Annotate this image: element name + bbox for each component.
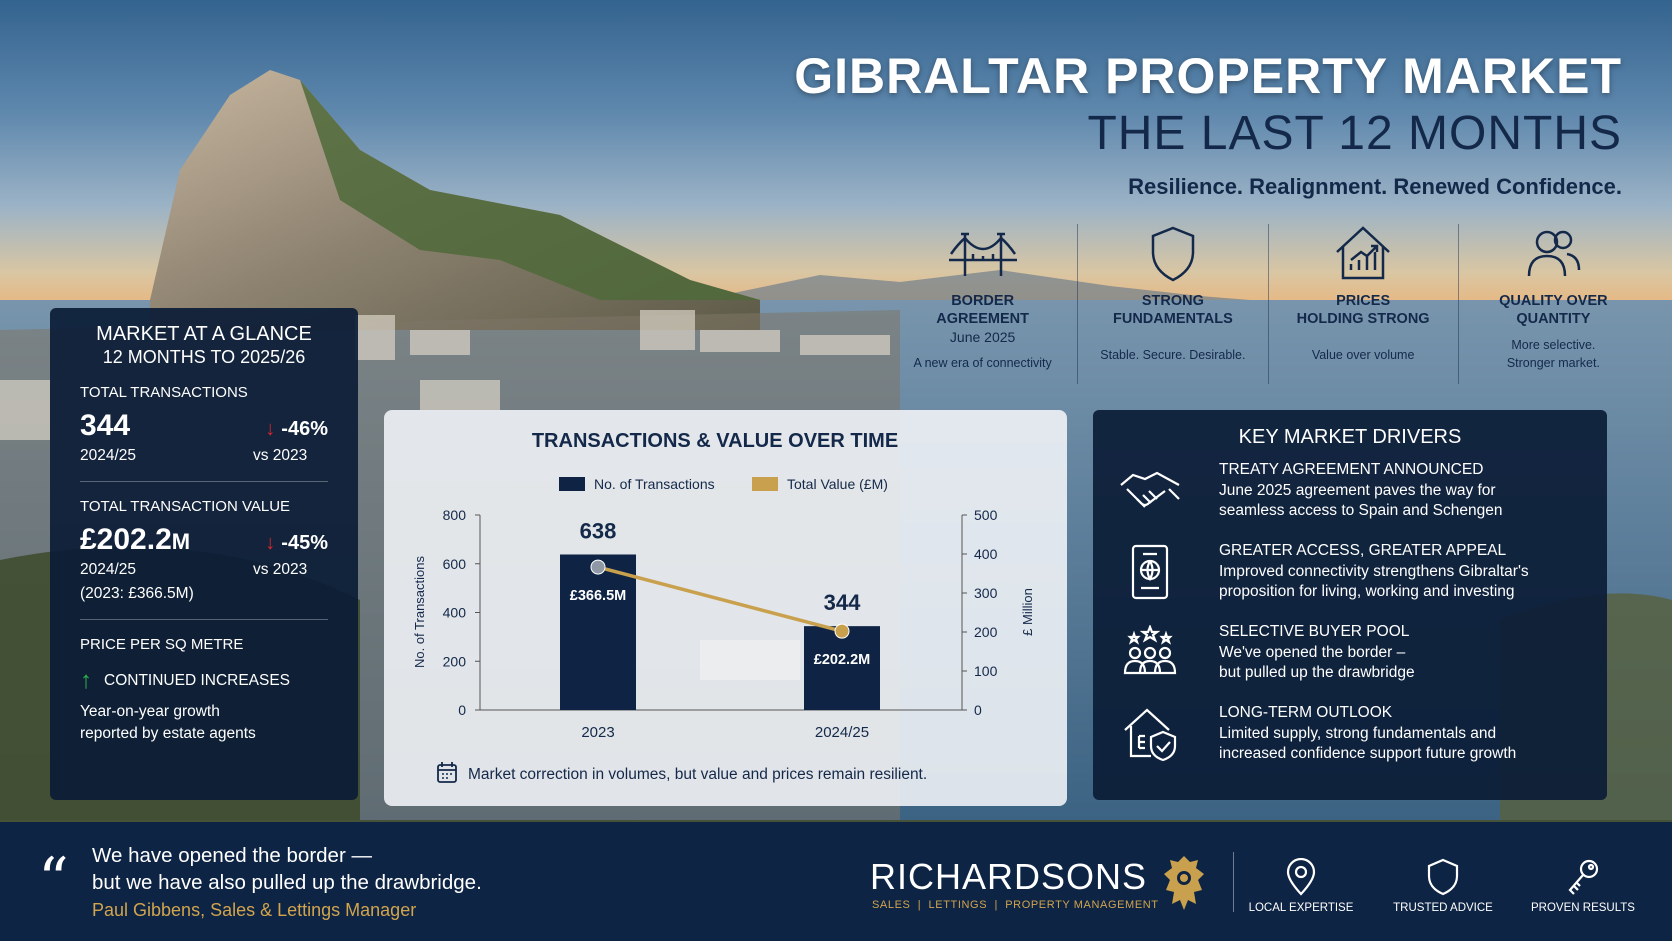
transactions-value-chart: TRANSACTIONS & VALUE OVER TIME No. of Tra… <box>412 430 1035 783</box>
value-point <box>834 623 850 639</box>
handshake-icon <box>1120 471 1180 508</box>
driver-heading: TREATY AGREEMENT ANNOUNCED <box>1219 461 1484 478</box>
y-tick-label: 600 <box>443 556 467 572</box>
quote-mark-icon: “ <box>38 845 69 915</box>
y2-tick-label: 500 <box>974 507 998 523</box>
value-label: £366.5M <box>570 588 626 604</box>
bridge-icon <box>948 232 1017 276</box>
feature-proven-results: PROVEN RESULTS <box>1508 858 1658 914</box>
brand-services: SALES | LETTINGS | PROPERTY MANAGEMENT <box>872 899 1159 911</box>
chart-footnote: Market correction in volumes, but value … <box>468 766 927 783</box>
driver-heading: LONG-TERM OUTLOOK <box>1219 704 1393 721</box>
y2-axis-label: £ Million <box>1020 588 1035 636</box>
divider <box>80 619 328 620</box>
transactions-change: ↓ -46% <box>265 418 328 440</box>
value-period: 2024/25 <box>80 561 137 578</box>
transactions-label: TOTAL TRANSACTIONS <box>80 384 248 401</box>
transactions-vs: vs 2023 <box>253 447 308 464</box>
legend-swatch-value <box>752 477 778 491</box>
chart-card: TRANSACTIONS & VALUE OVER TIME No. of Tra… <box>384 410 1067 806</box>
shield-icon <box>1151 226 1195 282</box>
value-amount: £202.2M <box>80 523 191 556</box>
pillar-strong-fundamentals: STRONG FUNDAMENTALS Stable. Secure. Desi… <box>1077 224 1267 384</box>
bar-label: 344 <box>824 590 861 615</box>
feature-trusted-advice: TRUSTED ADVICE <box>1368 858 1518 914</box>
value-row: £202.2M ↓ -45% <box>80 523 328 557</box>
y2-tick-label: 100 <box>974 663 998 679</box>
bar-label: 638 <box>580 518 617 543</box>
transactions-period: 2024/25 <box>80 447 137 464</box>
quote-author: Paul Gibbens, Sales & Lettings Manager <box>92 900 417 920</box>
arrow-down-icon: ↓ <box>265 532 276 554</box>
key-market-drivers-card: KEY MARKET DRIVERS TREATY AGREEMENT ANNO… <box>1093 410 1607 800</box>
divider <box>80 481 328 482</box>
drivers-title: KEY MARKET DRIVERS <box>1238 426 1462 448</box>
y2-tick-label: 0 <box>974 702 982 718</box>
driver-item: SELECTIVE BUYER POOL We've opened the bo… <box>1117 623 1583 704</box>
key-icon <box>1568 859 1599 895</box>
footer-bar: “ We have opened the border — but we hav… <box>0 822 1672 941</box>
quote-text: We have opened the border — but we have … <box>92 844 482 894</box>
header: GIBRALTAR PROPERTY MARKET THE LAST 12 MO… <box>794 48 1622 200</box>
x-tick-label: 2023 <box>581 724 614 741</box>
y-tick-label: 800 <box>443 507 467 523</box>
calendar-icon <box>437 762 457 783</box>
transactions-value: 344 <box>80 409 131 442</box>
driver-item: LONG-TERM OUTLOOK Limited supply, strong… <box>1117 704 1583 785</box>
pillar-border-agreement: BORDER AGREEMENT June 2025 A new era of … <box>888 224 1077 384</box>
driver-heading: SELECTIVE BUYER POOL <box>1219 623 1410 640</box>
shield-icon <box>1427 858 1459 896</box>
y2-tick-label: 400 <box>974 546 998 562</box>
value-line <box>597 565 843 633</box>
feature-local-expertise: LOCAL EXPERTISE <box>1226 858 1376 914</box>
y-tick-label: 400 <box>443 605 467 621</box>
people-icon <box>1528 230 1581 277</box>
pillar-prices-holding: PRICES HOLDING STRONG Value over volume <box>1267 224 1458 384</box>
value-change: ↓ -45% <box>265 532 328 554</box>
y-tick-label: 0 <box>458 702 466 718</box>
y-tick-label: 200 <box>443 653 467 669</box>
driver-heading: GREATER ACCESS, GREATER APPEAL <box>1219 542 1507 559</box>
passport-icon <box>1131 544 1169 600</box>
legend-swatch-transactions <box>559 477 585 491</box>
glance-subtitle: 12 MONTHS TO 2025/26 <box>102 347 306 367</box>
driver-item: GREATER ACCESS, GREATER APPEAL Improved … <box>1117 542 1583 623</box>
driver-item: TREATY AGREEMENT ANNOUNCED June 2025 agr… <box>1117 461 1583 542</box>
legend-label-transactions: No. of Transactions <box>594 476 715 492</box>
buyers-icon <box>1123 625 1177 675</box>
market-at-a-glance-card: MARKET AT A GLANCE 12 MONTHS TO 2025/26 … <box>50 308 358 800</box>
pillar-quality: QUALITY OVER QUANTITY More selective. St… <box>1457 224 1648 384</box>
arrow-down-icon: ↓ <box>265 418 276 440</box>
location-pin-icon <box>1286 858 1316 896</box>
price-status: ↑ CONTINUED INCREASES <box>80 667 291 694</box>
tagline: Resilience. Realignment. Renewed Confide… <box>1128 174 1622 199</box>
brand-name: RICHARDSONS <box>870 856 1148 897</box>
price-description: Year-on-year growth reported by estate a… <box>80 703 256 742</box>
bar-2023 <box>560 554 636 710</box>
value-label: £202.2M <box>814 652 870 668</box>
value-vs: vs 2023 <box>253 561 308 578</box>
y2-tick-label: 300 <box>974 585 998 601</box>
chart-title: TRANSACTIONS & VALUE OVER TIME <box>532 430 898 452</box>
glance-title: MARKET AT A GLANCE <box>96 323 312 345</box>
transactions-row: 344 ↓ -46% <box>80 409 328 443</box>
house-chart-icon <box>1336 226 1390 280</box>
value-point <box>590 559 606 575</box>
value-note: (2023: £366.5M) <box>80 585 194 602</box>
bar-2024/25 <box>804 626 880 710</box>
page-title: GIBRALTAR PROPERTY MARKET <box>794 48 1622 104</box>
arrow-up-icon: ↑ <box>80 667 92 694</box>
pillars-row: BORDER AGREEMENT June 2025 A new era of … <box>888 224 1648 384</box>
price-label: PRICE PER SQ METRE <box>80 636 244 653</box>
y-axis-label: No. of Transactions <box>412 556 427 668</box>
page-subtitle: THE LAST 12 MONTHS <box>1087 107 1622 160</box>
house-shield-icon <box>1124 708 1177 762</box>
lion-crest-icon <box>1164 856 1204 910</box>
x-tick-label: 2024/25 <box>815 724 869 741</box>
legend-label-value: Total Value (£M) <box>787 476 888 492</box>
divider <box>1233 852 1234 912</box>
y2-tick-label: 200 <box>974 624 998 640</box>
value-label: TOTAL TRANSACTION VALUE <box>80 498 291 515</box>
